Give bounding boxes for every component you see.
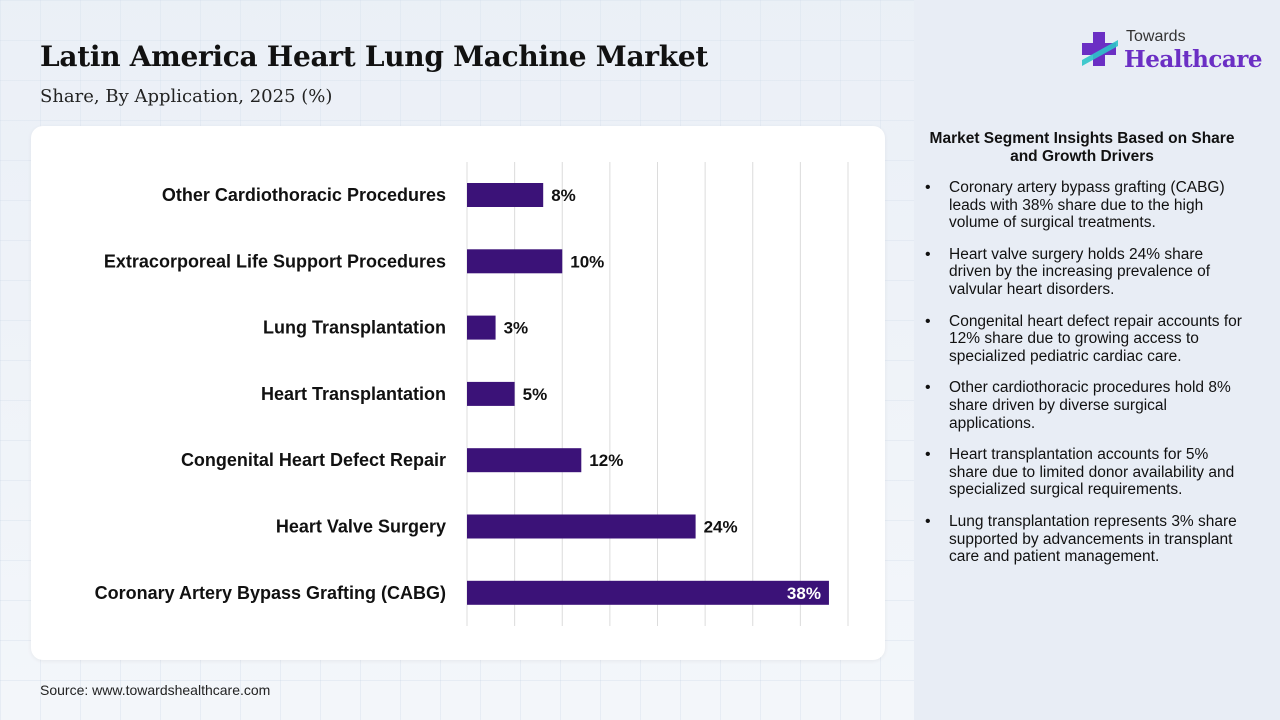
data-label: 24% [704, 518, 738, 537]
data-label: 12% [589, 451, 623, 470]
category-label: Congenital Heart Defect Repair [181, 450, 446, 470]
category-label: Lung Transplantation [263, 318, 446, 338]
chart-card: Other Cardiothoracic Procedures 8% Extraco… [31, 126, 885, 660]
insight-item: Other cardiothoracic procedures hold 8% … [922, 379, 1244, 432]
insight-item: Congenital heart defect repair accounts … [922, 313, 1244, 366]
logo-line1: Towards [1126, 28, 1186, 45]
bar-chart: Other Cardiothoracic Procedures 8% Extraco… [95, 162, 849, 626]
data-label: 5% [523, 385, 548, 404]
data-label: 10% [570, 252, 604, 271]
logo-line2: Healthcare [1124, 46, 1263, 73]
bar[interactable] [467, 183, 544, 207]
data-label: 38% [787, 584, 821, 603]
insight-item: Heart valve surgery holds 24% share driv… [922, 246, 1244, 299]
insight-item: Heart transplantation accounts for 5% sh… [922, 446, 1244, 499]
page-subtitle: Share, By Application, 2025 (%) [40, 86, 333, 107]
source-note: Source: www.towardshealthcare.com [40, 682, 271, 698]
insights-title: Market Segment Insights Based on Share a… [929, 130, 1235, 165]
bar[interactable] [467, 381, 515, 406]
category-label: Extracorporeal Life Support Procedures [104, 251, 446, 271]
bar[interactable] [467, 514, 696, 539]
bar[interactable] [467, 249, 563, 274]
data-label: 3% [504, 319, 529, 338]
bar[interactable] [467, 580, 829, 605]
bar[interactable] [467, 448, 582, 473]
cross-plus-icon [1082, 32, 1118, 66]
insights-list: Coronary artery bypass grafting (CABG) l… [922, 179, 1244, 580]
insight-item: Lung transplantation represents 3% share… [922, 513, 1244, 566]
page-title: Latin America Heart Lung Machine Market [40, 40, 709, 73]
category-label: Heart Transplantation [261, 384, 446, 404]
towards-healthcare-logo[interactable]: Towards Healthcare [1080, 28, 1263, 78]
category-label: Other Cardiothoracic Procedures [162, 185, 446, 205]
bar[interactable] [467, 315, 496, 340]
category-label: Heart Valve Surgery [276, 517, 446, 537]
insight-item: Coronary artery bypass grafting (CABG) l… [922, 179, 1244, 232]
data-label: 8% [551, 186, 576, 205]
category-label: Coronary Artery Bypass Grafting (CABG) [95, 583, 446, 603]
